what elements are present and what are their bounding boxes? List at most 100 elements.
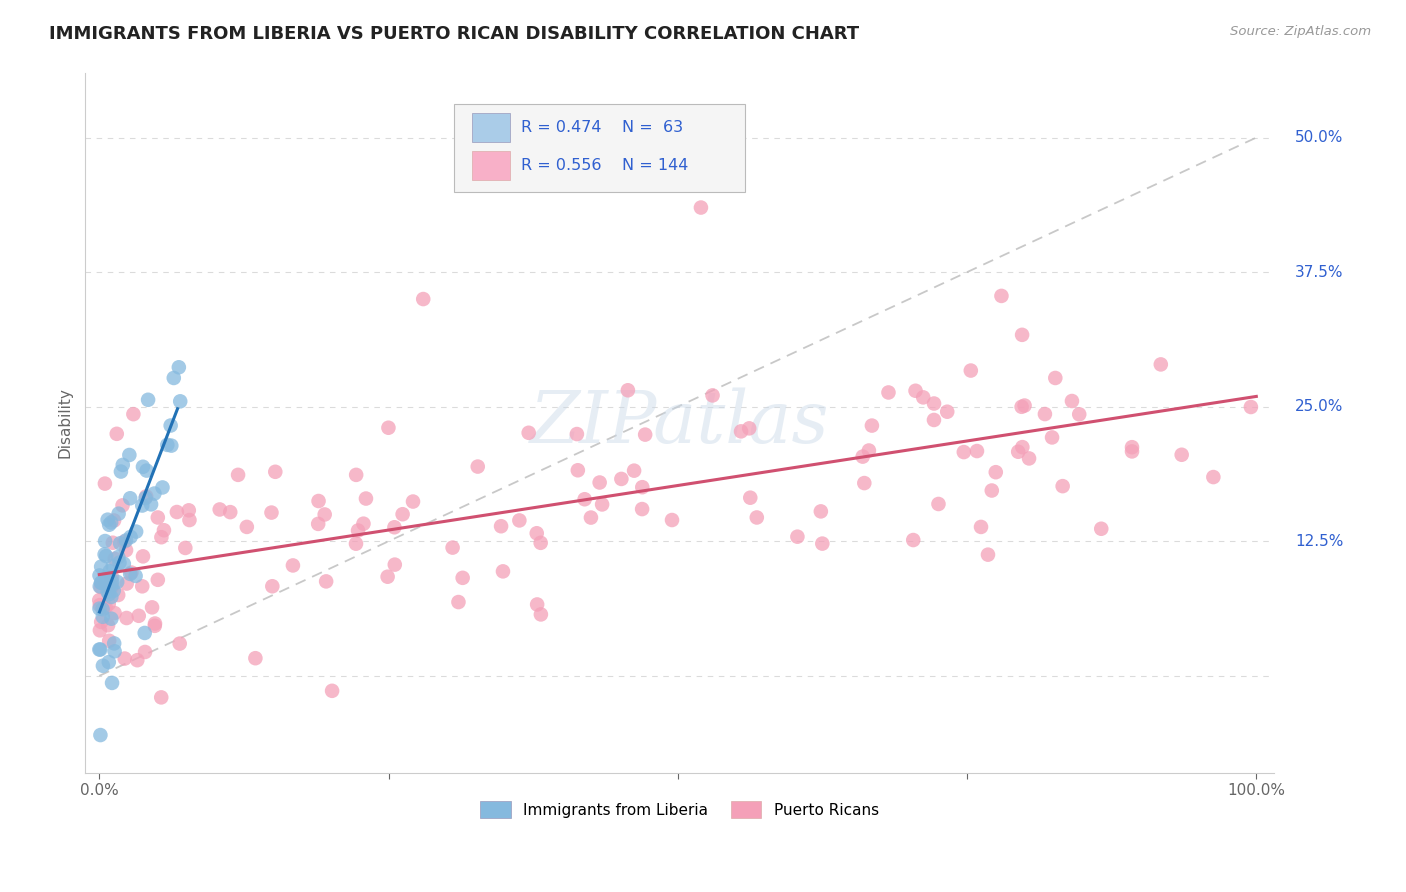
Point <box>927 497 949 511</box>
Point <box>90 575 112 590</box>
Point <box>208 502 231 516</box>
Point <box>97 618 120 632</box>
Point <box>690 201 713 215</box>
Text: IMMIGRANTS FROM LIBERIA VS PUERTO RICAN DISABILITY CORRELATION CHART: IMMIGRANTS FROM LIBERIA VS PUERTO RICAN … <box>49 25 859 43</box>
Point <box>90 580 112 594</box>
Point <box>111 458 134 472</box>
Point <box>262 579 284 593</box>
Point <box>1007 444 1029 458</box>
Point <box>984 465 1007 479</box>
Text: R = 0.474    N =  63: R = 0.474 N = 63 <box>522 120 683 135</box>
Point <box>811 536 834 550</box>
Point <box>103 636 125 650</box>
Point <box>260 506 283 520</box>
Point <box>412 292 434 306</box>
Point <box>810 504 832 518</box>
Point <box>141 600 163 615</box>
Point <box>143 486 166 500</box>
Point <box>107 549 129 564</box>
Point <box>108 536 131 550</box>
Point <box>922 413 945 427</box>
Point <box>441 541 464 555</box>
Point <box>120 530 142 544</box>
Point <box>631 480 654 494</box>
Point <box>89 728 111 742</box>
Point <box>89 642 111 657</box>
Point <box>219 505 242 519</box>
Point <box>1202 470 1225 484</box>
Point <box>100 572 122 586</box>
Point <box>122 407 145 421</box>
Point <box>738 421 761 435</box>
Point <box>264 465 287 479</box>
Point <box>565 427 588 442</box>
Point <box>877 385 900 400</box>
Point <box>661 513 683 527</box>
Point <box>1014 399 1036 413</box>
Point <box>150 530 173 544</box>
Point <box>132 549 155 564</box>
Point <box>953 445 976 459</box>
Point <box>90 559 112 574</box>
Point <box>315 574 337 589</box>
Text: R = 0.556    N = 144: R = 0.556 N = 144 <box>522 158 689 173</box>
Point <box>131 499 153 513</box>
Point <box>245 651 267 665</box>
Point <box>354 491 377 506</box>
Point <box>1011 327 1033 342</box>
Point <box>579 510 602 524</box>
Point <box>508 513 530 527</box>
Point <box>517 425 540 440</box>
Y-axis label: Disability: Disability <box>58 387 72 458</box>
Point <box>530 607 553 622</box>
Point <box>120 491 142 506</box>
Point <box>101 676 124 690</box>
Point <box>94 476 117 491</box>
Point <box>91 602 114 616</box>
Point <box>89 568 111 582</box>
Point <box>124 569 146 583</box>
Point <box>860 418 883 433</box>
Point <box>447 595 470 609</box>
Point <box>451 571 474 585</box>
Point <box>314 508 336 522</box>
Point <box>115 543 138 558</box>
Point <box>159 418 181 433</box>
Point <box>112 534 135 549</box>
Point <box>131 579 153 593</box>
Point <box>1040 430 1063 444</box>
Point <box>152 480 174 494</box>
Point <box>94 534 117 549</box>
Point <box>108 556 131 570</box>
Text: ZIPatlas: ZIPatlas <box>530 388 830 458</box>
Point <box>101 574 124 589</box>
Point <box>353 516 375 531</box>
Point <box>134 626 156 640</box>
Text: 12.5%: 12.5% <box>1295 533 1344 549</box>
Point <box>104 644 127 658</box>
Point <box>169 394 191 409</box>
Point <box>107 588 129 602</box>
Point <box>179 513 201 527</box>
Point <box>97 597 120 611</box>
Point <box>136 392 159 407</box>
Point <box>623 464 645 478</box>
Point <box>115 533 138 548</box>
Point <box>1060 394 1083 409</box>
Point <box>526 598 548 612</box>
Point <box>384 520 406 534</box>
Point <box>96 549 118 563</box>
Point <box>391 507 413 521</box>
Point <box>97 513 120 527</box>
Point <box>377 421 399 435</box>
Point <box>1011 440 1033 454</box>
Point <box>1240 400 1263 414</box>
Point <box>980 483 1002 498</box>
Point <box>702 388 724 402</box>
Point <box>308 494 330 508</box>
Point <box>121 566 143 580</box>
Point <box>740 491 762 505</box>
Point <box>153 523 176 537</box>
Point <box>98 633 121 648</box>
Point <box>90 615 112 629</box>
